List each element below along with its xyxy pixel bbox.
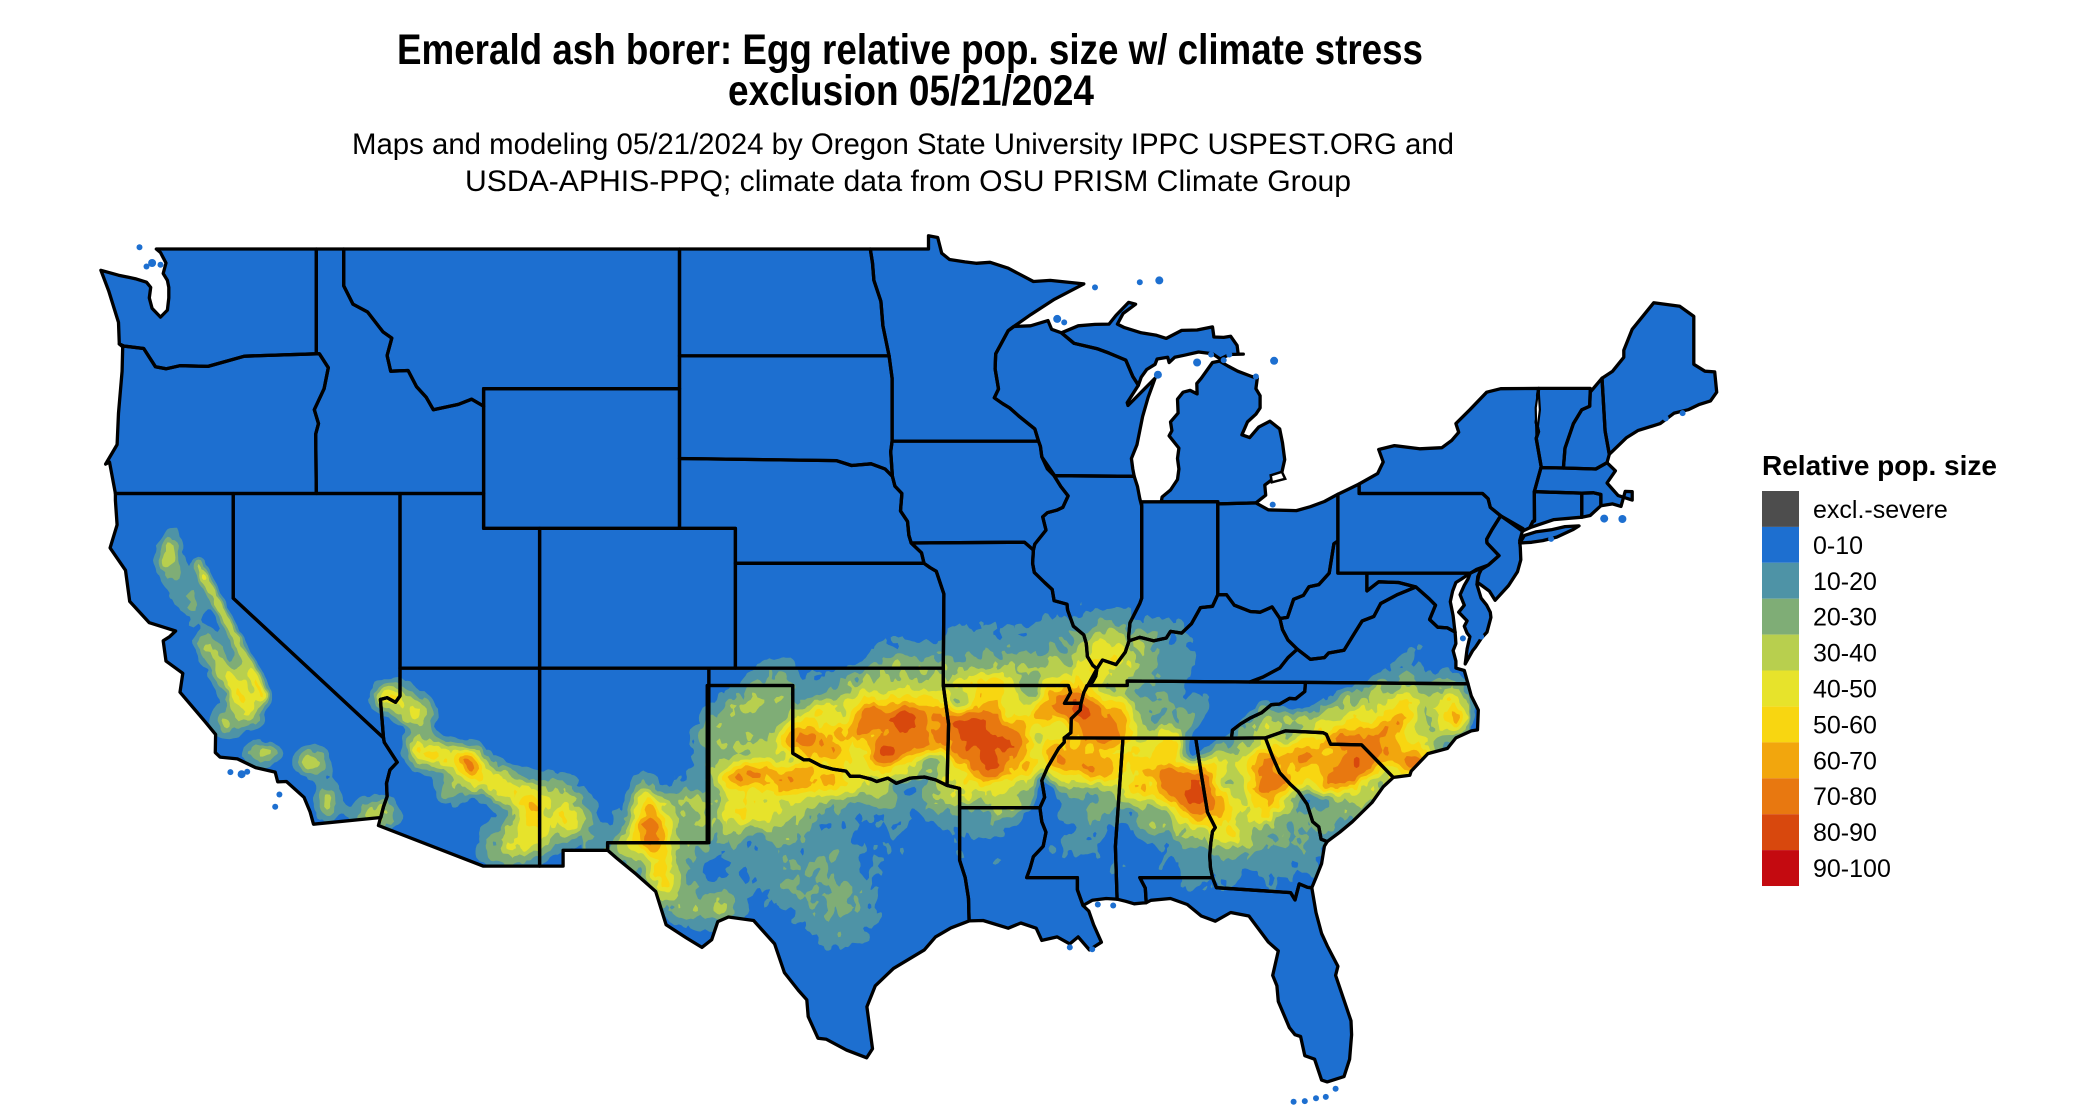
- svg-text:10-20: 10-20: [1813, 568, 1877, 596]
- svg-text:80-90: 80-90: [1813, 819, 1877, 847]
- svg-text:Emerald ash borer: Egg relativ: Emerald ash borer: Egg relative pop. siz…: [397, 26, 1423, 74]
- svg-text:70-80: 70-80: [1813, 783, 1877, 811]
- svg-text:90-100: 90-100: [1813, 855, 1891, 883]
- svg-text:Maps and modeling 05/21/2024 b: Maps and modeling 05/21/2024 by Oregon S…: [352, 128, 1454, 161]
- svg-text:USDA-APHIS-PPQ; climate data f: USDA-APHIS-PPQ; climate data from OSU PR…: [465, 165, 1351, 198]
- svg-text:40-50: 40-50: [1813, 676, 1877, 704]
- svg-text:0-10: 0-10: [1813, 532, 1863, 560]
- svg-text:exclusion 05/21/2024: exclusion 05/21/2024: [728, 67, 1094, 115]
- svg-text:20-30: 20-30: [1813, 604, 1877, 632]
- svg-text:30-40: 30-40: [1813, 640, 1877, 668]
- svg-text:50-60: 50-60: [1813, 711, 1877, 739]
- svg-text:excl.-severe: excl.-severe: [1813, 496, 1948, 524]
- svg-text:60-70: 60-70: [1813, 747, 1877, 775]
- svg-text:Relative pop. size: Relative pop. size: [1762, 450, 1997, 481]
